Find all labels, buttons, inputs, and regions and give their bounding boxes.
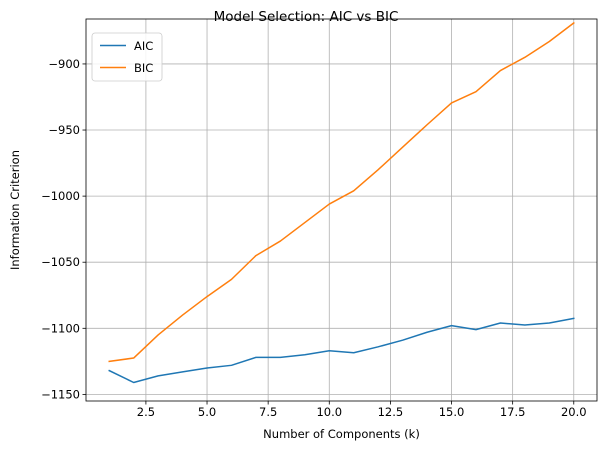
- y-axis-label: Information Criterion: [8, 150, 22, 270]
- chart-title: Model Selection: AIC vs BIC: [214, 9, 399, 25]
- y-axis-ticks: −1150 −1100 −1050 −1000 −950 −900: [41, 57, 86, 401]
- y-tick-label: −1050: [41, 255, 80, 269]
- plot-frame: [85, 18, 598, 402]
- y-tick-label: −900: [48, 57, 80, 71]
- series-lines: [108, 21, 575, 384]
- legend-label-bic: BIC: [134, 61, 153, 75]
- x-tick-label: 10.0: [316, 405, 342, 419]
- x-tick-label: 12.5: [378, 405, 404, 419]
- x-tick-label: 2.5: [137, 405, 155, 419]
- x-tick-label: 7.5: [259, 405, 277, 419]
- x-axis-label: Number of Components (k): [263, 427, 420, 441]
- y-tick-label: −950: [48, 123, 80, 137]
- x-axis-ticks: 2.5 5.0 7.5 10.0 12.5 15.0 17.5 20.0: [137, 401, 587, 419]
- y-tick-label: −1000: [41, 189, 80, 203]
- x-tick-label: 17.5: [500, 405, 526, 419]
- y-tick-label: −1150: [41, 387, 80, 401]
- y-tick-label: −1100: [41, 321, 80, 335]
- legend: AIC BIC: [91, 32, 163, 82]
- x-tick-label: 5.0: [198, 405, 216, 419]
- x-tick-label: 15.0: [439, 405, 465, 419]
- legend-label-aic: AIC: [134, 39, 153, 53]
- x-tick-label: 20.0: [561, 405, 587, 419]
- series-line-bic: [108, 21, 575, 363]
- grid: [86, 19, 597, 401]
- series-line-aic: [108, 317, 575, 384]
